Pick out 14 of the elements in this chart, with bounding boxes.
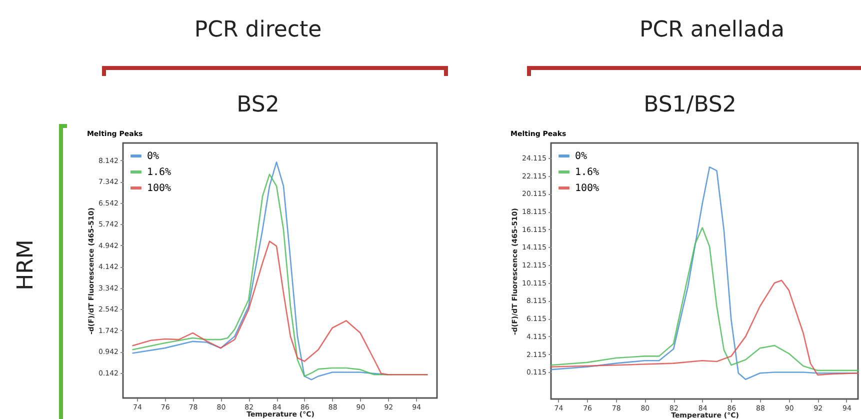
text: BS1/BS2 — [644, 92, 736, 118]
legend-label: 0% — [147, 151, 160, 162]
legend-label: 100% — [147, 183, 172, 194]
line-series — [550, 280, 859, 376]
legend-label: 1.6% — [575, 167, 600, 178]
text: HRM — [14, 240, 38, 290]
line-series — [550, 227, 859, 372]
legend-label: 100% — [575, 183, 600, 194]
text: PCR anellada — [639, 18, 785, 42]
legend-label: 0% — [575, 151, 588, 162]
text: PCR directe — [194, 18, 322, 42]
text: BS2 — [236, 92, 280, 118]
line-series — [132, 240, 428, 376]
legend-label: 1.6% — [147, 167, 172, 178]
